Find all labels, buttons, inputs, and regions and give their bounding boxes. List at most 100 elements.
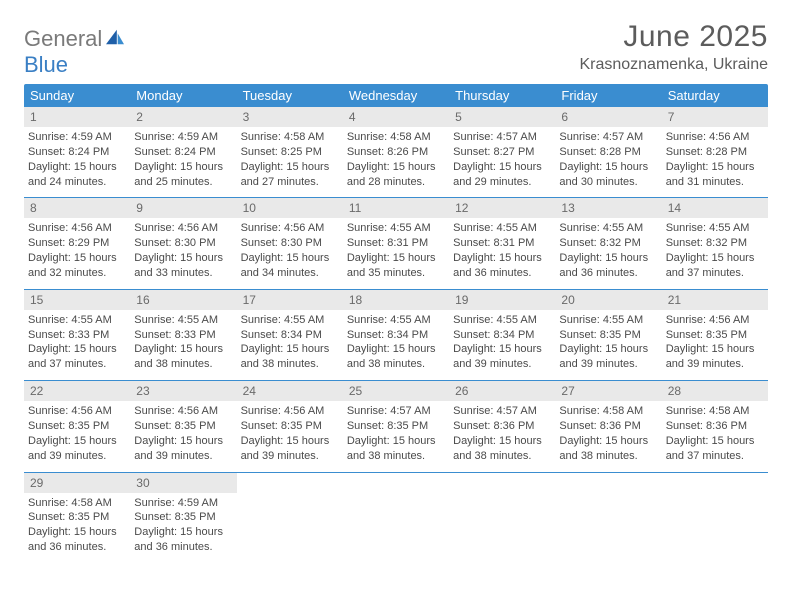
day-cell: 13Sunrise: 4:55 AMSunset: 8:32 PMDayligh…	[555, 198, 661, 289]
day-cell: 26Sunrise: 4:57 AMSunset: 8:36 PMDayligh…	[449, 381, 555, 472]
weekday-header: Wednesday	[343, 84, 449, 107]
sunrise-text: Sunrise: 4:55 AM	[453, 313, 551, 328]
sunset-text: Sunset: 8:25 PM	[241, 145, 339, 160]
title-block: June 2025 Krasnoznamenka, Ukraine	[579, 20, 768, 74]
day-cell: 22Sunrise: 4:56 AMSunset: 8:35 PMDayligh…	[24, 381, 130, 472]
day-details: Sunrise: 4:57 AMSunset: 8:35 PMDaylight:…	[343, 401, 449, 471]
sunset-text: Sunset: 8:28 PM	[559, 145, 657, 160]
day-cell: 16Sunrise: 4:55 AMSunset: 8:33 PMDayligh…	[130, 289, 236, 380]
sunset-text: Sunset: 8:33 PM	[28, 328, 126, 343]
daylight-text-2: and 31 minutes.	[666, 175, 764, 190]
sunset-text: Sunset: 8:35 PM	[134, 419, 232, 434]
daylight-text-2: and 39 minutes.	[559, 357, 657, 372]
sunset-text: Sunset: 8:30 PM	[241, 236, 339, 251]
day-cell: 29Sunrise: 4:58 AMSunset: 8:35 PMDayligh…	[24, 472, 130, 563]
day-cell: 23Sunrise: 4:56 AMSunset: 8:35 PMDayligh…	[130, 381, 236, 472]
daylight-text-1: Daylight: 15 hours	[559, 342, 657, 357]
day-cell	[662, 472, 768, 563]
day-details: Sunrise: 4:58 AMSunset: 8:25 PMDaylight:…	[237, 127, 343, 197]
day-number: 4	[343, 107, 449, 127]
day-number: 8	[24, 198, 130, 218]
sunrise-text: Sunrise: 4:55 AM	[559, 313, 657, 328]
sunset-text: Sunset: 8:34 PM	[347, 328, 445, 343]
day-cell: 28Sunrise: 4:58 AMSunset: 8:36 PMDayligh…	[662, 381, 768, 472]
daylight-text-1: Daylight: 15 hours	[347, 251, 445, 266]
sunrise-text: Sunrise: 4:55 AM	[347, 221, 445, 236]
daylight-text-2: and 30 minutes.	[559, 175, 657, 190]
sunrise-text: Sunrise: 4:59 AM	[134, 496, 232, 511]
day-number: 7	[662, 107, 768, 127]
weekday-header: Tuesday	[237, 84, 343, 107]
sunrise-text: Sunrise: 4:56 AM	[134, 404, 232, 419]
daylight-text-1: Daylight: 15 hours	[134, 160, 232, 175]
daylight-text-1: Daylight: 15 hours	[134, 251, 232, 266]
day-details: Sunrise: 4:59 AMSunset: 8:24 PMDaylight:…	[130, 127, 236, 197]
weekday-header: Friday	[555, 84, 661, 107]
day-cell: 17Sunrise: 4:55 AMSunset: 8:34 PMDayligh…	[237, 289, 343, 380]
day-details: Sunrise: 4:57 AMSunset: 8:36 PMDaylight:…	[449, 401, 555, 471]
sunrise-text: Sunrise: 4:55 AM	[347, 313, 445, 328]
day-number: 9	[130, 198, 236, 218]
sunset-text: Sunset: 8:33 PM	[134, 328, 232, 343]
day-details: Sunrise: 4:55 AMSunset: 8:31 PMDaylight:…	[343, 218, 449, 288]
day-details: Sunrise: 4:56 AMSunset: 8:29 PMDaylight:…	[24, 218, 130, 288]
daylight-text-2: and 38 minutes.	[559, 449, 657, 464]
day-number: 18	[343, 290, 449, 310]
weekday-header: Monday	[130, 84, 236, 107]
sunset-text: Sunset: 8:30 PM	[134, 236, 232, 251]
day-cell: 30Sunrise: 4:59 AMSunset: 8:35 PMDayligh…	[130, 472, 236, 563]
day-details: Sunrise: 4:58 AMSunset: 8:35 PMDaylight:…	[24, 493, 130, 563]
day-details: Sunrise: 4:58 AMSunset: 8:36 PMDaylight:…	[555, 401, 661, 471]
day-number: 30	[130, 473, 236, 493]
day-cell: 15Sunrise: 4:55 AMSunset: 8:33 PMDayligh…	[24, 289, 130, 380]
sunrise-text: Sunrise: 4:56 AM	[241, 404, 339, 419]
day-number: 6	[555, 107, 661, 127]
daylight-text-1: Daylight: 15 hours	[241, 251, 339, 266]
sunrise-text: Sunrise: 4:58 AM	[666, 404, 764, 419]
sunrise-text: Sunrise: 4:56 AM	[28, 404, 126, 419]
day-cell: 8Sunrise: 4:56 AMSunset: 8:29 PMDaylight…	[24, 198, 130, 289]
logo-word-blue: Blue	[24, 52, 68, 77]
daylight-text-1: Daylight: 15 hours	[559, 160, 657, 175]
day-number: 16	[130, 290, 236, 310]
month-title: June 2025	[579, 20, 768, 54]
day-number: 28	[662, 381, 768, 401]
daylight-text-1: Daylight: 15 hours	[666, 342, 764, 357]
daylight-text-2: and 39 minutes.	[666, 357, 764, 372]
day-details: Sunrise: 4:55 AMSunset: 8:34 PMDaylight:…	[237, 310, 343, 380]
day-details: Sunrise: 4:56 AMSunset: 8:28 PMDaylight:…	[662, 127, 768, 197]
daylight-text-1: Daylight: 15 hours	[241, 434, 339, 449]
daylight-text-2: and 38 minutes.	[453, 449, 551, 464]
sunrise-text: Sunrise: 4:55 AM	[559, 221, 657, 236]
week-row: 15Sunrise: 4:55 AMSunset: 8:33 PMDayligh…	[24, 289, 768, 380]
sunset-text: Sunset: 8:35 PM	[28, 510, 126, 525]
sunset-text: Sunset: 8:29 PM	[28, 236, 126, 251]
daylight-text-1: Daylight: 15 hours	[28, 434, 126, 449]
day-number: 2	[130, 107, 236, 127]
day-number: 13	[555, 198, 661, 218]
sunset-text: Sunset: 8:36 PM	[453, 419, 551, 434]
daylight-text-2: and 33 minutes.	[134, 266, 232, 281]
daylight-text-1: Daylight: 15 hours	[666, 251, 764, 266]
daylight-text-1: Daylight: 15 hours	[134, 342, 232, 357]
day-details: Sunrise: 4:56 AMSunset: 8:35 PMDaylight:…	[130, 401, 236, 471]
sunset-text: Sunset: 8:35 PM	[347, 419, 445, 434]
day-details: Sunrise: 4:55 AMSunset: 8:32 PMDaylight:…	[555, 218, 661, 288]
day-number: 17	[237, 290, 343, 310]
week-row: 22Sunrise: 4:56 AMSunset: 8:35 PMDayligh…	[24, 381, 768, 472]
day-number: 5	[449, 107, 555, 127]
day-number: 12	[449, 198, 555, 218]
daylight-text-1: Daylight: 15 hours	[666, 434, 764, 449]
daylight-text-2: and 38 minutes.	[134, 357, 232, 372]
day-details: Sunrise: 4:55 AMSunset: 8:33 PMDaylight:…	[130, 310, 236, 380]
day-details: Sunrise: 4:56 AMSunset: 8:35 PMDaylight:…	[237, 401, 343, 471]
daylight-text-1: Daylight: 15 hours	[347, 434, 445, 449]
daylight-text-2: and 35 minutes.	[347, 266, 445, 281]
day-details: Sunrise: 4:55 AMSunset: 8:33 PMDaylight:…	[24, 310, 130, 380]
day-cell: 1Sunrise: 4:59 AMSunset: 8:24 PMDaylight…	[24, 107, 130, 198]
day-number: 20	[555, 290, 661, 310]
day-cell: 11Sunrise: 4:55 AMSunset: 8:31 PMDayligh…	[343, 198, 449, 289]
day-cell: 27Sunrise: 4:58 AMSunset: 8:36 PMDayligh…	[555, 381, 661, 472]
day-cell: 7Sunrise: 4:56 AMSunset: 8:28 PMDaylight…	[662, 107, 768, 198]
week-row: 1Sunrise: 4:59 AMSunset: 8:24 PMDaylight…	[24, 107, 768, 198]
